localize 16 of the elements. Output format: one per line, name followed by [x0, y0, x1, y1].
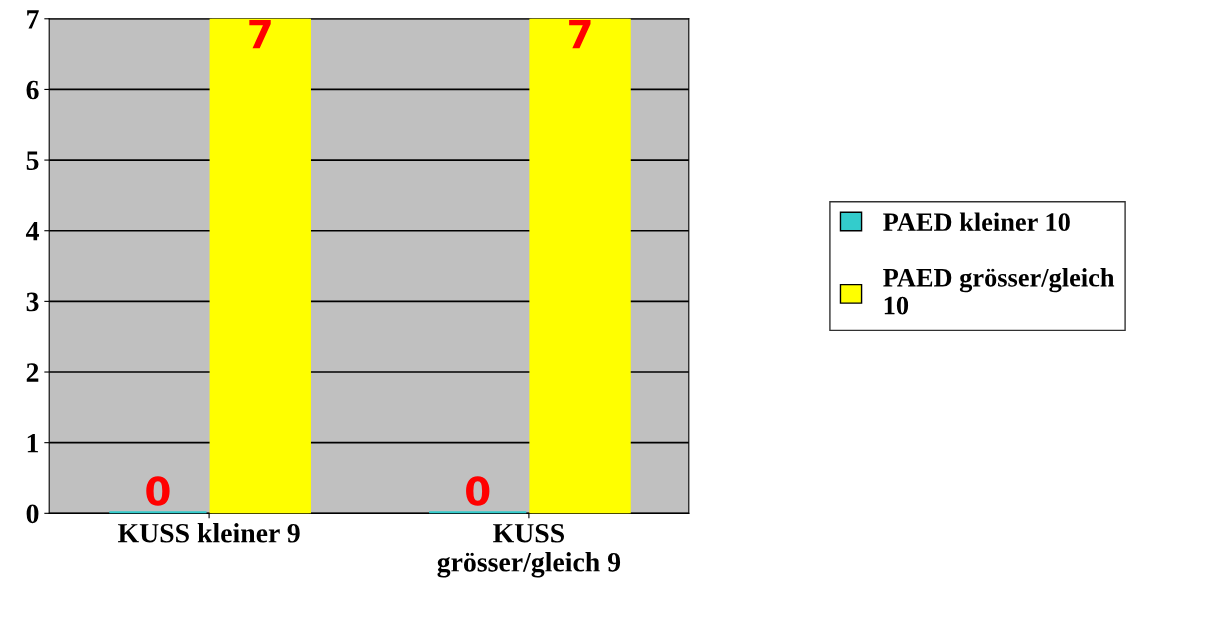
y-tick-label: 5	[26, 151, 39, 170]
y-tick-label: 1	[27, 433, 39, 453]
data-label: 7	[249, 19, 271, 49]
legend-label: PAED kleiner 10	[883, 212, 1070, 232]
data-label: 0	[466, 476, 490, 506]
data-label: 0	[146, 476, 170, 506]
y-tick-label: 0	[26, 504, 39, 524]
y-tick-label: 2	[26, 363, 39, 382]
y-tick-label: 4	[25, 222, 39, 241]
legend-label: PAED grösser/gleich 10	[883, 268, 1115, 315]
y-tick-label: 6	[26, 80, 39, 100]
y-tick-label: 7	[27, 10, 39, 29]
x-tick-label: KUSS grösser/gleich 9	[437, 523, 621, 578]
data-label: 7	[569, 19, 591, 49]
x-tick-label: KUSS kleiner 9	[117, 523, 300, 543]
y-tick-label: 3	[26, 292, 39, 312]
